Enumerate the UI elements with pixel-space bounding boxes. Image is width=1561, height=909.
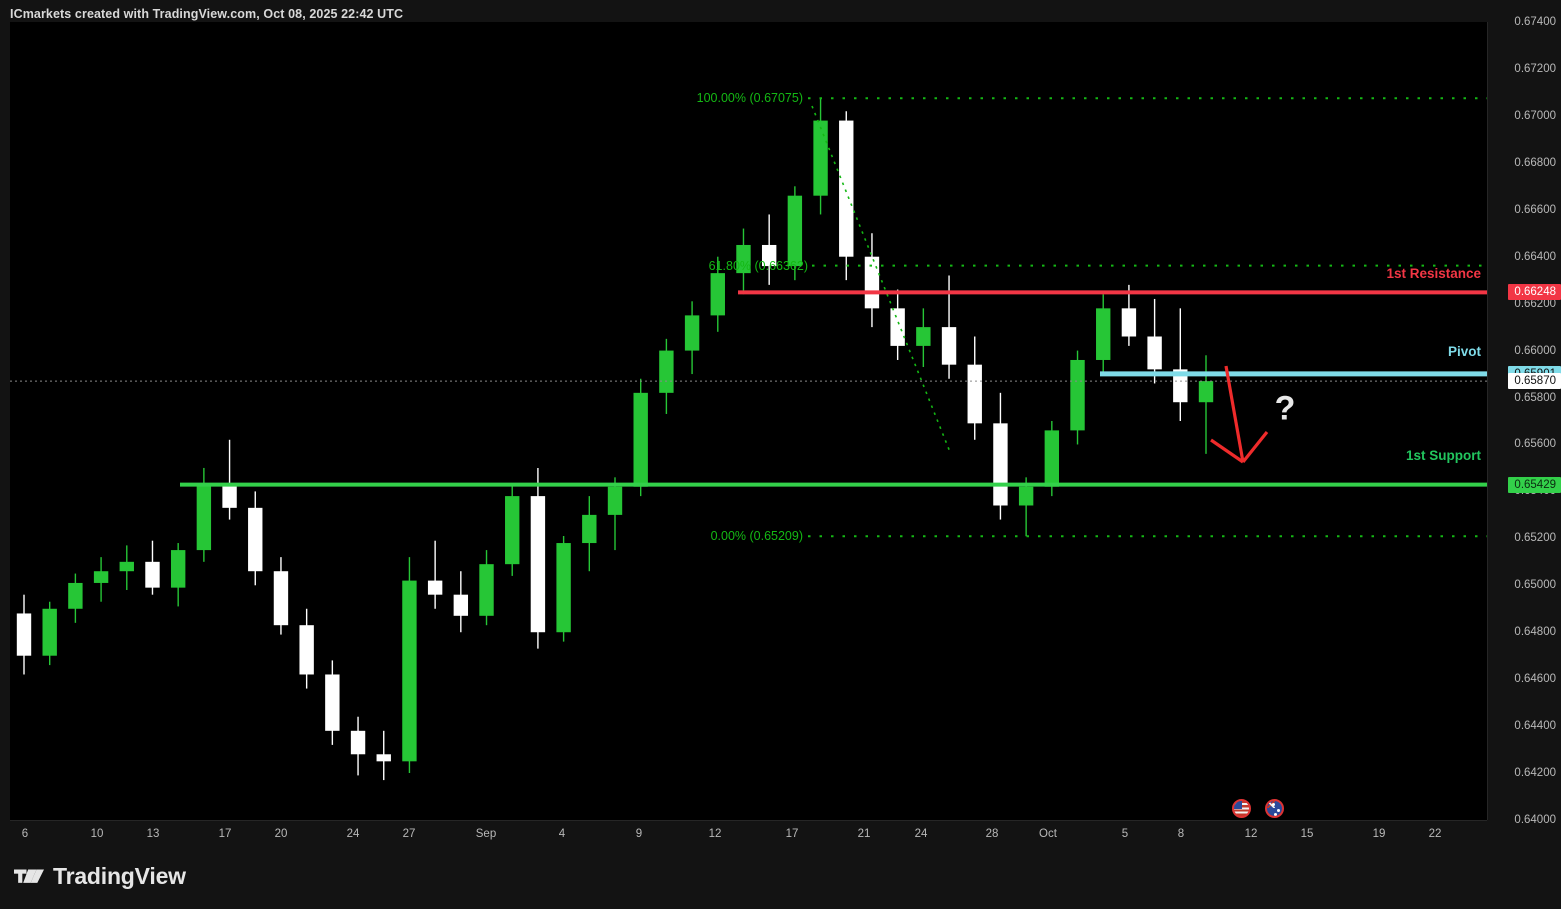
event-flag-au[interactable] (1265, 799, 1284, 818)
fib-level-label-0: 100.00% (0.67075) (696, 91, 803, 106)
down-arrow-annotation (1210, 365, 1269, 464)
resistance-level-label: 1st Resistance (1386, 266, 1481, 281)
time-tick: 28 (985, 828, 999, 840)
time-tick: 17 (218, 828, 232, 840)
time-tick: 21 (857, 828, 871, 840)
price-tick: 0.65800 (1514, 391, 1556, 404)
price-tick: 0.66000 (1514, 344, 1556, 357)
price-tick: 0.66800 (1514, 156, 1556, 169)
time-tick: 20 (274, 828, 288, 840)
price-tick: 0.66600 (1514, 203, 1556, 216)
fib-level-label-1: 61.80% (0.66362) (708, 258, 808, 273)
price-tick: 0.66200 (1514, 297, 1556, 310)
time-tick: 12 (1244, 828, 1258, 840)
price-tick: 0.65000 (1514, 579, 1556, 592)
price-tick: 0.64600 (1514, 673, 1556, 686)
time-tick: 9 (635, 828, 643, 840)
time-tick: 15 (1300, 828, 1314, 840)
resistance-price-tag[interactable]: 0.66248 (1508, 284, 1561, 301)
tradingview-logo-text: TradingView (53, 863, 186, 889)
time-tick: Oct (1039, 828, 1057, 840)
tradingview-logo: TradingView (14, 863, 186, 890)
fib-level-label-2: 0.00% (0.65209) (710, 529, 803, 544)
chart-plot-area[interactable] (10, 22, 1487, 820)
time-tick: 5 (1121, 828, 1129, 840)
tradingview-logo-icon (14, 869, 44, 883)
chart-attribution: ICmarkets created with TradingView.com, … (10, 7, 404, 21)
price-tick: 0.67400 (1514, 16, 1556, 28)
price-tick: 0.64200 (1514, 767, 1556, 780)
time-tick: 27 (402, 828, 416, 840)
time-tick: 10 (90, 828, 104, 840)
time-tick: 12 (708, 828, 722, 840)
time-axis[interactable]: 6 10 13 17 20 24 27 Sep 4 9 12 17 21 24 28 Oct 5 8 12 15 19 2… (10, 820, 1487, 849)
chart-footer: TradingView (0, 849, 1561, 909)
time-tick: 8 (1177, 828, 1185, 840)
price-tick: 0.64400 (1514, 720, 1556, 733)
time-tick: 13 (146, 828, 160, 840)
question-mark-annotation: ? (1274, 389, 1296, 428)
price-tick: 0.64800 (1514, 626, 1556, 639)
fib-trend-line (811, 105, 951, 453)
time-tick: 22 (1428, 828, 1442, 840)
support-price-tag[interactable]: 0.65429 (1508, 476, 1561, 493)
chart-canvas (10, 97, 1487, 781)
price-tick: 0.65200 (1514, 532, 1556, 545)
price-axis[interactable]: 0.67400 0.67200 0.67000 0.66800 0.66600 0.664… (1487, 16, 1561, 826)
pivot-level-label: Pivot (1447, 344, 1481, 359)
price-tick: 0.67000 (1514, 109, 1556, 122)
time-tick: 4 (558, 828, 566, 840)
event-flag-us[interactable] (1232, 799, 1251, 818)
price-tick: 0.66400 (1514, 250, 1556, 263)
price-tick: 0.64000 (1514, 814, 1556, 826)
last-price-tag[interactable]: 0.65870 (1508, 373, 1561, 390)
time-tick: 24 (914, 828, 928, 840)
price-tick: 0.65600 (1514, 438, 1556, 451)
support-level-label: 1st Support (1405, 448, 1481, 463)
price-tick: 0.67200 (1514, 62, 1556, 75)
time-tick: 24 (346, 828, 360, 840)
time-tick: Sep (475, 828, 497, 840)
time-tick: 17 (785, 828, 799, 840)
candle-series (16, 98, 1214, 781)
time-tick: 6 (21, 828, 29, 840)
time-tick: 19 (1372, 828, 1386, 840)
